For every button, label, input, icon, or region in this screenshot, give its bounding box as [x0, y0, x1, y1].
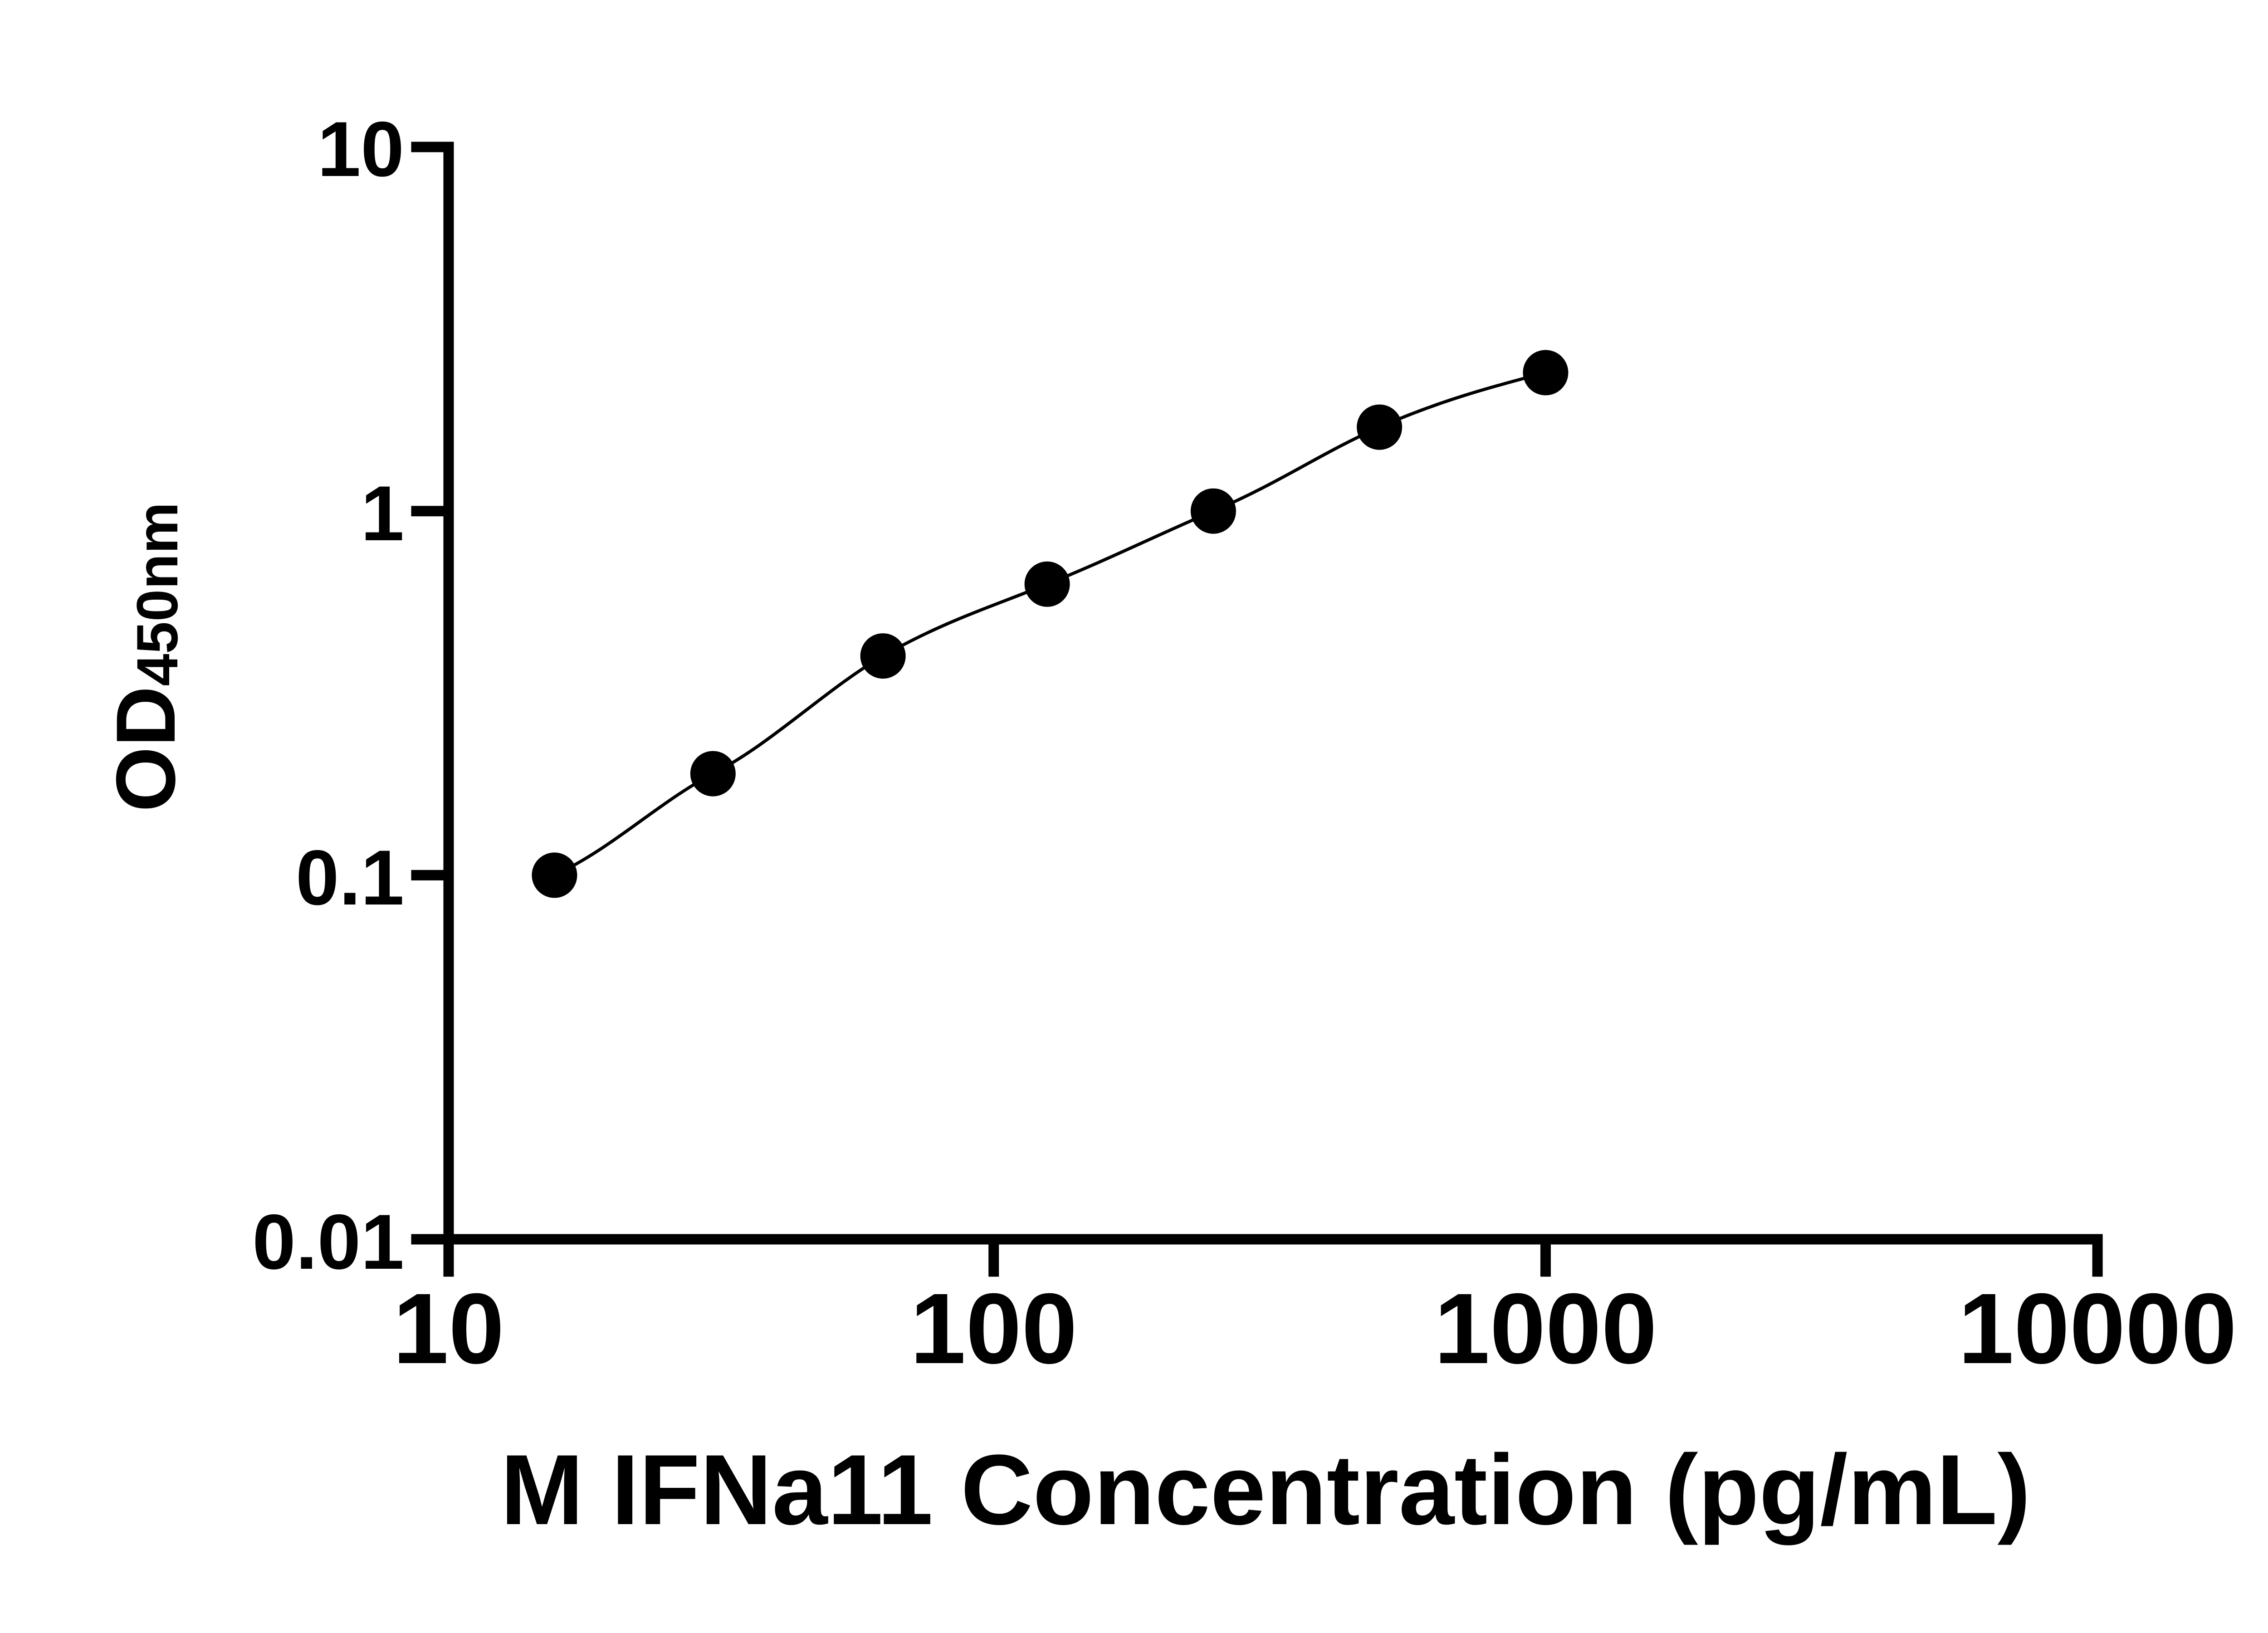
- svg-text:10: 10: [318, 106, 404, 193]
- svg-text:100: 100: [910, 1272, 1077, 1384]
- svg-text:1000: 1000: [1434, 1272, 1657, 1384]
- svg-text:0.1: 0.1: [296, 834, 404, 921]
- svg-text:M IFNa11 Concentration (pg/mL): M IFNa11 Concentration (pg/mL): [500, 1434, 2030, 1545]
- svg-text:10: 10: [393, 1272, 504, 1384]
- svg-text:1: 1: [361, 470, 404, 557]
- svg-text:10000: 10000: [1958, 1272, 2237, 1384]
- svg-text:0.01: 0.01: [252, 1198, 404, 1286]
